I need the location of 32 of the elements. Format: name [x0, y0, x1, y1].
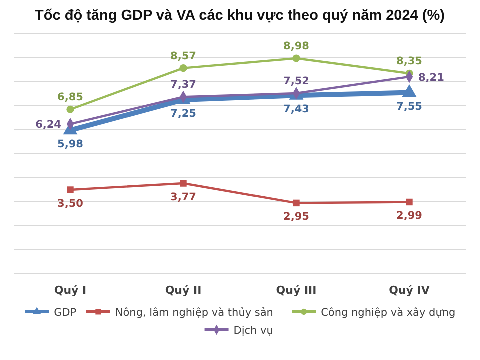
- x-tick-label: Quý I: [54, 284, 87, 297]
- data-label: 5,98: [58, 138, 84, 150]
- point: [406, 198, 413, 206]
- data-label: 8,57: [170, 50, 196, 62]
- data-label: 7,52: [284, 76, 310, 88]
- legend-label: GDP: [54, 307, 77, 319]
- data-label: 3,77: [170, 192, 196, 204]
- data-label: 6,24: [36, 119, 62, 132]
- data-label: 7,43: [284, 104, 310, 116]
- data-label: 8,98: [284, 40, 310, 52]
- legend-label: Công nghiệp và xây dựng: [321, 307, 456, 319]
- chart-title: Tốc độ tăng GDP và VA các khu vực theo quý năm 2024 (%): [35, 8, 446, 24]
- legend-label: Nông, lâm nghiệp và thủy sản: [115, 307, 274, 319]
- data-label: 2,95: [284, 211, 310, 224]
- point: [180, 64, 188, 72]
- x-tick-label: Quý IV: [389, 284, 430, 297]
- data-label: 7,25: [170, 108, 196, 120]
- data-label: 8,21: [418, 72, 444, 84]
- point: [293, 200, 300, 207]
- data-label: 7,37: [170, 79, 196, 92]
- point: [292, 54, 300, 62]
- legend-label: Dịch vụ: [234, 325, 274, 337]
- point: [180, 180, 187, 187]
- data-label: 7,55: [396, 100, 422, 113]
- point: [66, 106, 74, 114]
- data-label: 8,35: [396, 56, 422, 68]
- point: [67, 186, 74, 194]
- data-label: 6,85: [58, 92, 84, 104]
- x-tick-label: Quý II: [165, 284, 202, 297]
- data-label: 3,50: [58, 198, 84, 210]
- data-label: 2,99: [396, 210, 422, 222]
- x-tick-label: Quý III: [276, 284, 317, 297]
